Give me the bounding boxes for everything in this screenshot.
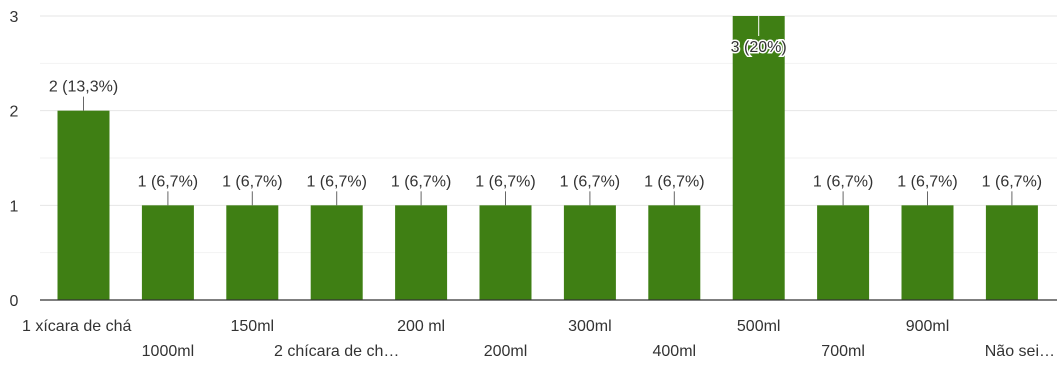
bar[interactable] [563, 205, 616, 300]
y-tick-label: 0 [10, 293, 19, 310]
y-axis-tick-labels: 0 1 2 3 [10, 9, 19, 310]
bar[interactable] [479, 205, 532, 300]
x-tick-label: 300ml [568, 318, 612, 335]
data-label: 1 (6,7%) [982, 173, 1042, 190]
data-labels: 2 (13,3%) 1 (6,7%) 1 (6,7%) 1 (6,7%) 1 (6,7%… [49, 16, 1042, 206]
x-tick-label: 1000ml [142, 343, 194, 360]
bar[interactable] [732, 16, 785, 300]
data-label: 1 (6,7%) [813, 173, 873, 190]
x-tick-label: 200ml [484, 343, 528, 360]
data-label: 1 (6,7%) [644, 173, 704, 190]
bar[interactable] [226, 205, 279, 300]
y-tick-label: 1 [10, 198, 19, 215]
x-axis-tick-labels: 1 xícara de chá 1000ml 150ml 2 chícara de c… [22, 318, 1055, 360]
bar[interactable] [817, 205, 870, 300]
grid-lines [40, 15, 1057, 254]
x-tick-label: 2 chícara de ch… [274, 343, 399, 360]
data-label: 1 (6,7%) [138, 173, 198, 190]
y-tick-label: 3 [10, 9, 19, 26]
x-tick-label: 200 ml [397, 318, 445, 335]
data-label: 1 (6,7%) [475, 173, 535, 190]
x-tick-label: 400ml [653, 343, 697, 360]
x-tick-label: 150ml [231, 318, 275, 335]
x-tick-label: Não sei… [985, 343, 1055, 360]
data-label: 1 (6,7%) [897, 173, 957, 190]
data-label: 1 (6,7%) [560, 173, 620, 190]
data-label: 1 (6,7%) [306, 173, 366, 190]
bar[interactable] [648, 205, 701, 300]
y-tick-label: 2 [10, 104, 19, 121]
bar[interactable] [901, 205, 954, 300]
bar[interactable] [310, 205, 363, 300]
x-tick-label: 700ml [821, 343, 865, 360]
x-tick-label: 1 xícara de chá [22, 318, 132, 335]
data-label: 1 (6,7%) [391, 173, 451, 190]
bar[interactable] [141, 205, 194, 300]
bar[interactable] [985, 205, 1038, 300]
bars [57, 16, 1038, 301]
bar[interactable] [395, 205, 448, 300]
data-label: 3 (20%) [731, 39, 787, 56]
data-label: 2 (13,3%) [49, 79, 118, 96]
x-tick-label: 900ml [906, 318, 950, 335]
x-tick-label: 500ml [737, 318, 781, 335]
bar[interactable] [57, 110, 110, 301]
data-label: 1 (6,7%) [222, 173, 282, 190]
